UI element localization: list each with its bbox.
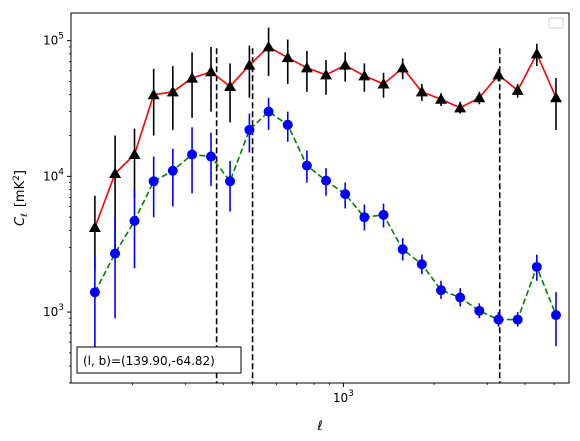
data-point-circle — [225, 176, 236, 187]
annotation-text: (l, b)=(139.90,-64.82) — [83, 354, 215, 368]
data-point-circle — [359, 212, 370, 223]
data-point-circle — [244, 124, 255, 135]
data-point-triangle — [358, 69, 371, 81]
y-tick-label: 104 — [43, 167, 64, 183]
data-point-circle — [110, 248, 121, 259]
data-point-circle — [282, 119, 293, 130]
y-tick-label-exponent: 4 — [58, 167, 64, 177]
y-tick-label-exponent: 3 — [58, 303, 64, 313]
data-point-triangle — [339, 59, 352, 70]
data-point-circle — [205, 151, 216, 162]
annotation-box — [76, 346, 242, 374]
data-point-circle — [455, 292, 466, 303]
y-axis-label-unit-end: ] — [13, 170, 28, 175]
y-tick-label-base: 10 — [43, 169, 58, 183]
data-point-circle — [148, 176, 159, 187]
data-point-triangle — [377, 77, 390, 89]
y-tick-label: 103 — [43, 303, 64, 319]
data-point-circle — [416, 259, 427, 270]
data-point-triangle — [204, 65, 217, 77]
data-point-circle — [129, 215, 140, 226]
y-axis-label-main: C — [13, 216, 28, 226]
data-point-circle — [263, 106, 274, 117]
data-point-triangle — [262, 40, 275, 52]
data-point-triangle — [492, 68, 505, 80]
data-point-triangle — [320, 68, 333, 80]
data-point-triangle — [166, 85, 179, 97]
data-point-circle — [397, 244, 408, 255]
data-point-circle — [550, 310, 561, 321]
data-point-circle — [512, 314, 523, 325]
data-point-triangle — [435, 93, 448, 104]
data-point-triangle — [396, 61, 409, 73]
data-point-circle — [436, 285, 447, 296]
y-tick-label-base: 10 — [43, 305, 58, 319]
data-point-circle — [340, 189, 351, 200]
data-point-circle — [378, 209, 389, 220]
data-point-circle — [89, 287, 100, 298]
y-tick-label-exponent: 5 — [58, 32, 64, 42]
y-axis-label: Cℓ [mK2] — [12, 170, 30, 226]
data-point-triangle — [415, 85, 428, 97]
x-axis-label: ℓ — [316, 419, 322, 434]
data-point-triangle — [224, 80, 237, 91]
data-point-triangle — [511, 84, 524, 95]
data-point-triangle — [281, 51, 294, 63]
y-tick-label: 105 — [43, 32, 64, 48]
data-point-triangle — [128, 148, 141, 159]
data-point-triangle — [530, 47, 543, 59]
data-point-triangle — [243, 59, 256, 70]
data-point-circle — [167, 165, 178, 176]
data-point-triangle — [109, 167, 122, 179]
data-point-circle — [301, 160, 312, 171]
y-tick-label-base: 10 — [43, 34, 58, 48]
axes-frame — [70, 12, 570, 384]
data-point-triangle — [186, 72, 199, 83]
plot-content — [88, 27, 562, 383]
x-tick-label-base: 10 — [333, 391, 348, 405]
data-point-triangle — [300, 61, 313, 73]
data-point-triangle — [454, 101, 467, 113]
y-axis-label-unit: [mK — [13, 180, 28, 207]
data-point-circle — [531, 261, 542, 272]
y-axis-label-unit-exponent: 2 — [12, 175, 22, 181]
data-point-circle — [321, 175, 332, 186]
data-point-triangle — [473, 91, 486, 103]
x-tick-label: 103 — [333, 389, 354, 405]
y-axis-label-subscript: ℓ — [20, 213, 30, 218]
data-point-triangle — [549, 91, 562, 103]
legend-box — [548, 17, 564, 29]
data-point-circle — [187, 149, 198, 160]
data-point-triangle — [88, 221, 101, 232]
x-tick-label-exponent: 3 — [348, 389, 354, 399]
data-point-circle — [493, 314, 504, 325]
data-point-triangle — [147, 88, 160, 100]
data-point-circle — [474, 305, 485, 316]
